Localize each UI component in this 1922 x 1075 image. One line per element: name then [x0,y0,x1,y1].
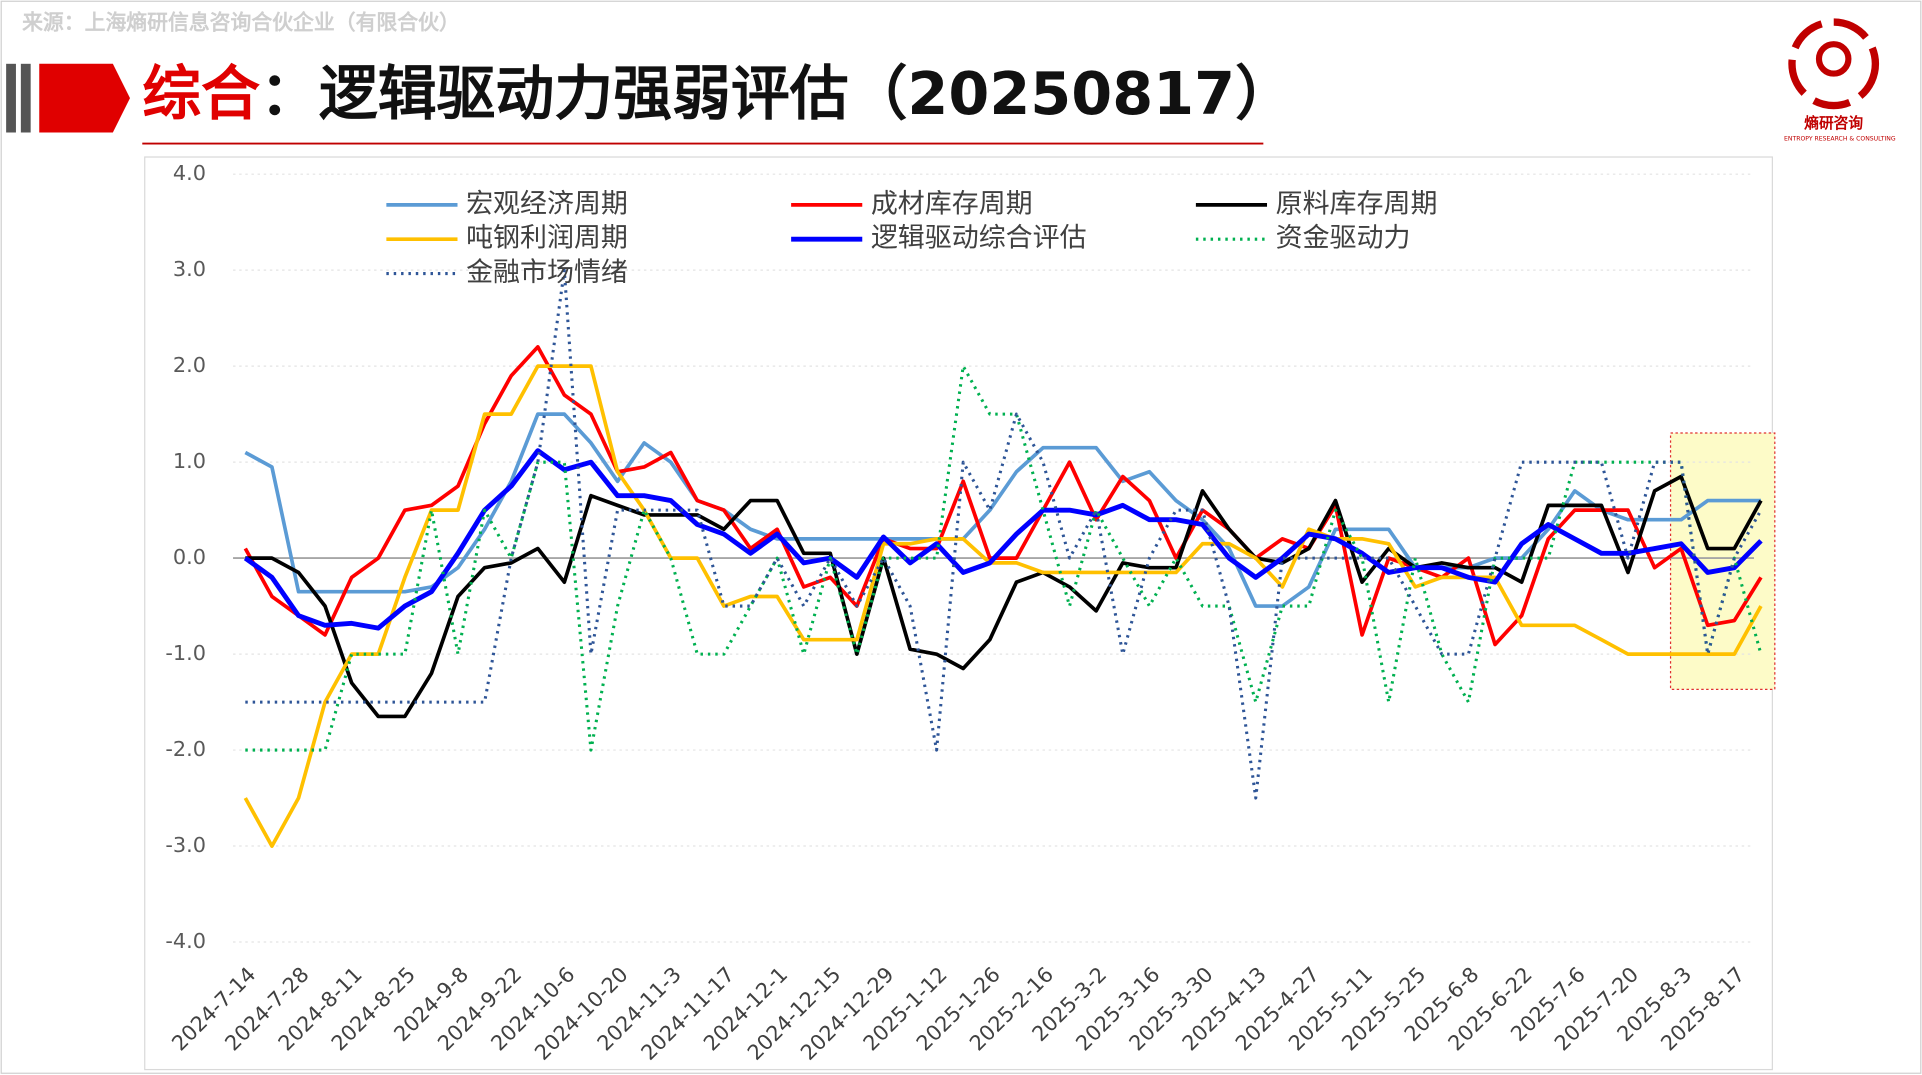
y-tick-label: -4.0 [165,929,206,953]
series-line [245,474,1763,719]
y-tick-label: -3.0 [165,833,206,857]
series-line [243,364,1763,848]
series-line [243,448,1763,631]
y-tick-label: 3.0 [173,257,206,281]
y-tick-label: -1.0 [165,641,206,665]
title-main: ：逻辑驱动力强弱评估（20250817） [260,59,1294,128]
source: 来源：上海熵研信息咨询合伙企业（有限合伙） [22,10,460,34]
legend-label: 金融市场情绪 [466,257,628,288]
legend-label: 逻辑驱动综合评估 [871,223,1087,254]
stripe [20,63,31,133]
series-line [245,364,1763,752]
logo-name: 熵研咨询 [1803,114,1863,132]
logo-mark [1815,41,1852,77]
title-highlight: 综合 [142,59,260,128]
series-line [243,345,1763,647]
y-tick-label: 1.0 [173,449,206,473]
legend-label: 资金驱动力 [1276,223,1411,254]
y-tick-label: -2.0 [165,737,206,761]
legend-label: 原料库存周期 [1276,188,1438,219]
legend-label: 宏观经济周期 [466,188,628,219]
logo-subtitle: ENTROPY RESEARCH & CONSULTING [1784,136,1896,143]
highlight-box [1669,432,1776,690]
legend-label: 成材库存周期 [871,188,1033,219]
line-layer [243,268,1763,848]
y-tick-label: 2.0 [173,353,206,377]
legend-label: 吨钢利润周期 [466,223,628,254]
chart-title: 综合：逻辑驱动力强弱评估（20250817） [142,59,1294,128]
logo-mark [1788,18,1880,110]
y-tick-label: 4.0 [173,161,206,185]
stripe [6,63,16,133]
series-line [245,268,1763,800]
title-marker [39,63,131,133]
y-tick-label: 0.0 [173,545,206,569]
